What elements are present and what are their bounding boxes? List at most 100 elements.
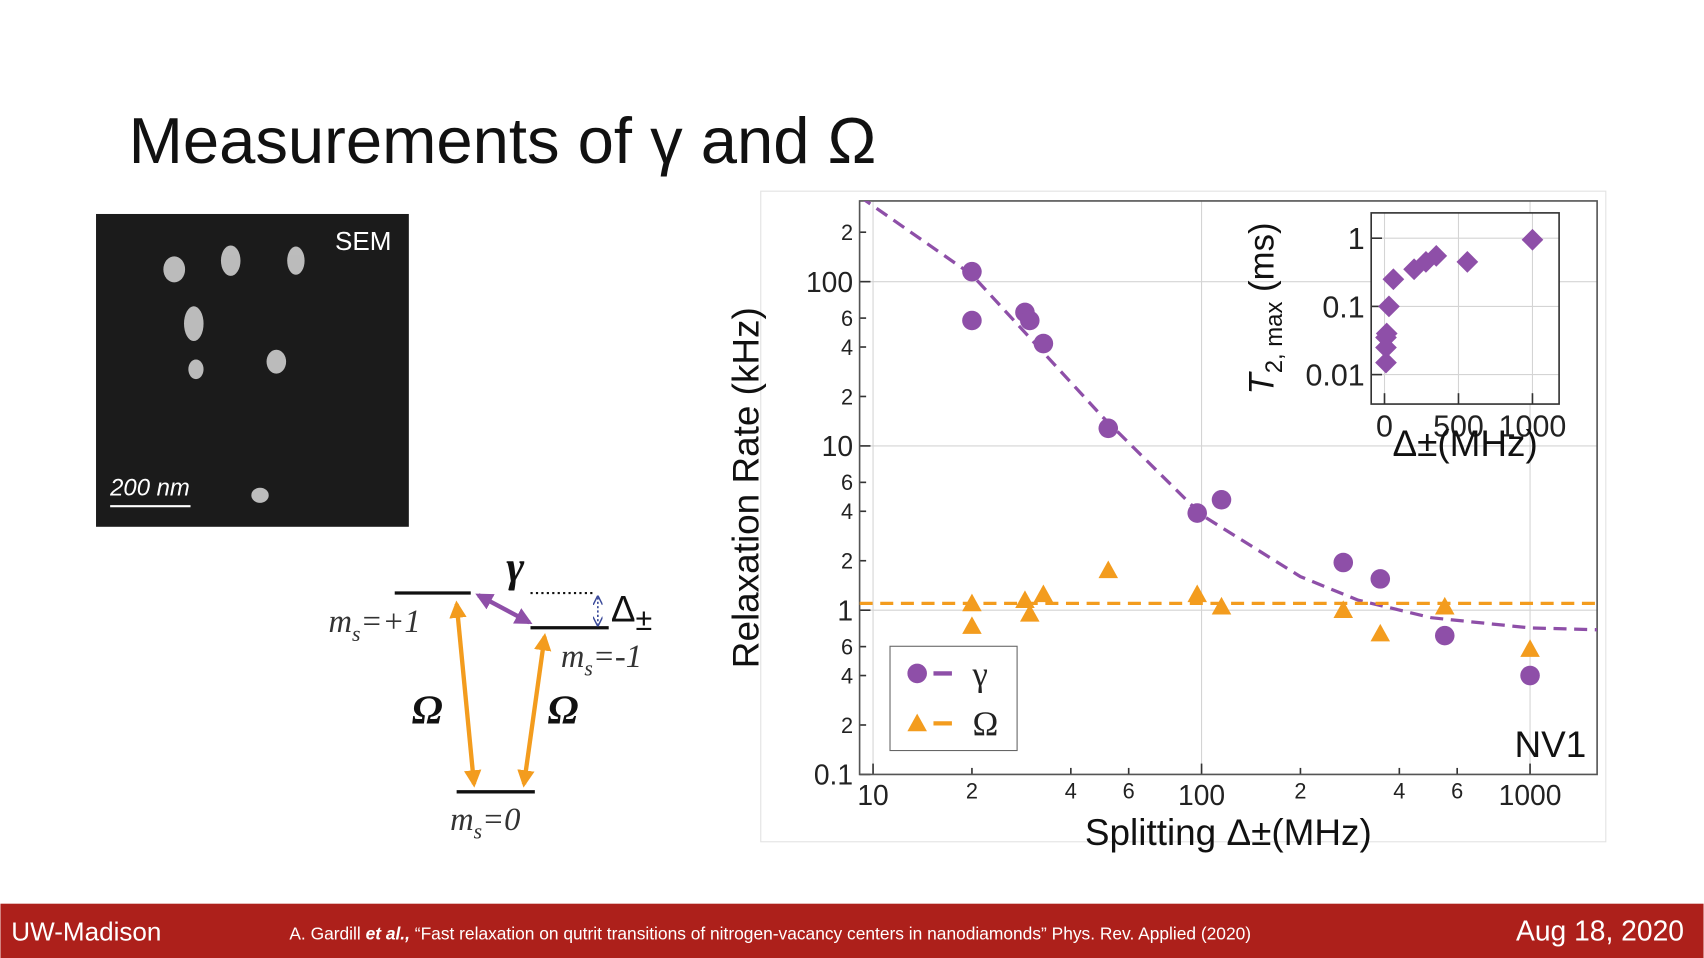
delta-symbol: Δ	[611, 588, 636, 629]
x-tick-label: 100	[1178, 779, 1225, 811]
level-value: =0	[482, 802, 520, 838]
annotation: NV1	[1514, 724, 1586, 765]
data-point	[1425, 245, 1448, 267]
level-label: ms=+1	[328, 604, 420, 646]
legend-label: Ω	[973, 704, 999, 743]
data-point	[1015, 590, 1035, 609]
x-tick-label: 2	[966, 778, 978, 803]
level-symbol: m	[450, 802, 474, 838]
x-axis-label: Splitting Δ±(MHz)	[1085, 812, 1372, 853]
x-axis-label: Δ±(MHz)	[1392, 423, 1537, 464]
data-point	[1520, 665, 1540, 686]
y-tick-label: 0.01	[1305, 359, 1364, 393]
citation-rest: “Fast relaxation on qutrit transitions o…	[410, 924, 1251, 944]
data-point	[1333, 600, 1354, 618]
gamma-label: γ	[506, 543, 525, 591]
figure-frame	[760, 190, 1607, 843]
data-point	[962, 616, 982, 634]
data-point	[1211, 596, 1232, 615]
x-tick-label: 10	[857, 779, 888, 811]
data-point	[1187, 584, 1207, 603]
level-symbol: m	[328, 604, 352, 640]
level-label: ms=-1	[561, 639, 642, 681]
particle	[188, 359, 204, 380]
data-point	[962, 593, 982, 612]
y-tick-label: 4	[841, 663, 853, 688]
x-tick-label: 4	[1065, 778, 1077, 803]
y-axis-label: T2, max (ms)	[1243, 222, 1288, 394]
x-tick-label: 6	[1123, 778, 1135, 803]
y-axis-label: Relaxation Rate (kHz)	[726, 307, 767, 668]
citation-author: A. Gardill	[289, 924, 365, 944]
omega-label: Ω	[412, 686, 443, 732]
footer-bar	[0, 903, 1704, 958]
particle	[251, 487, 269, 503]
particle	[184, 306, 204, 342]
x-tick-label: 6	[1451, 778, 1463, 803]
y-tick-label: 10	[822, 430, 853, 462]
data-point	[907, 713, 927, 732]
data-point	[1378, 295, 1400, 318]
data-point	[1333, 552, 1354, 573]
particle	[287, 246, 305, 275]
data-point	[1382, 268, 1405, 291]
data-point	[1098, 418, 1119, 439]
data-point	[1033, 333, 1054, 354]
y-tick-label: 0.1	[814, 759, 853, 791]
x-tick-label: 4	[1393, 778, 1405, 803]
data-point	[1020, 604, 1040, 622]
level-symbol: m	[561, 639, 585, 675]
data-point	[907, 663, 927, 684]
level-sub: s	[352, 622, 360, 646]
y-tick-label: 100	[806, 266, 853, 298]
data-point	[1375, 322, 1398, 345]
y-tick-label: 2	[841, 549, 853, 574]
data-point	[1434, 596, 1455, 615]
delta-label: Δ±	[611, 588, 652, 637]
x-tick-label: 1000	[1499, 779, 1562, 811]
data-point	[1187, 503, 1207, 523]
data-point	[1520, 639, 1540, 657]
omega-label: Ω	[548, 686, 579, 732]
level-diagram: γ Δ± Ω Ω ms=+1 ms=-1 ms=0	[328, 543, 652, 843]
data-point	[962, 310, 982, 331]
x-tick-label: 1000	[1499, 410, 1567, 444]
level-label: ms=0	[450, 802, 520, 844]
data-point	[1098, 560, 1119, 579]
y-label-symbol: T	[1243, 370, 1281, 394]
data-point	[1211, 490, 1232, 510]
data-point	[1521, 228, 1544, 251]
y-tick-label: 1	[837, 594, 853, 626]
level-value: =+1	[360, 604, 420, 640]
plot-frame	[1370, 212, 1560, 405]
gamma-arrow	[475, 593, 533, 625]
data-point	[1370, 623, 1391, 642]
footer-left: UW-Madison	[11, 917, 161, 947]
level-value: =-1	[593, 639, 642, 675]
y-label-sub: 2, max	[1261, 302, 1288, 374]
particle	[163, 256, 186, 283]
plot-frame	[858, 200, 1598, 776]
level-sub: s	[584, 657, 592, 681]
particle	[220, 245, 241, 276]
footer-date: Aug 18, 2020	[1516, 915, 1684, 947]
particle	[266, 349, 287, 374]
level-sub: s	[474, 820, 482, 844]
sem-particles	[163, 245, 305, 503]
y-tick-label: 6	[841, 470, 853, 495]
scale-label: 200 nm	[109, 474, 190, 501]
legend-box	[889, 645, 1018, 752]
y-tick-label: 4	[841, 499, 853, 524]
data-point	[1375, 351, 1397, 374]
citation-etal: et al.,	[366, 924, 410, 944]
slide-title: Measurements of γ and Ω	[129, 104, 877, 177]
y-tick-label: 2	[841, 220, 853, 245]
x-tick-label: 500	[1433, 410, 1484, 444]
y-tick-label: 2	[841, 384, 853, 409]
footer-citation: A. Gardill et al., “Fast relaxation on q…	[289, 924, 1251, 944]
delta-sub: ±	[636, 603, 653, 637]
data-point	[1434, 625, 1455, 646]
x-tick-label: 0	[1376, 410, 1393, 444]
data-point	[1033, 584, 1054, 603]
